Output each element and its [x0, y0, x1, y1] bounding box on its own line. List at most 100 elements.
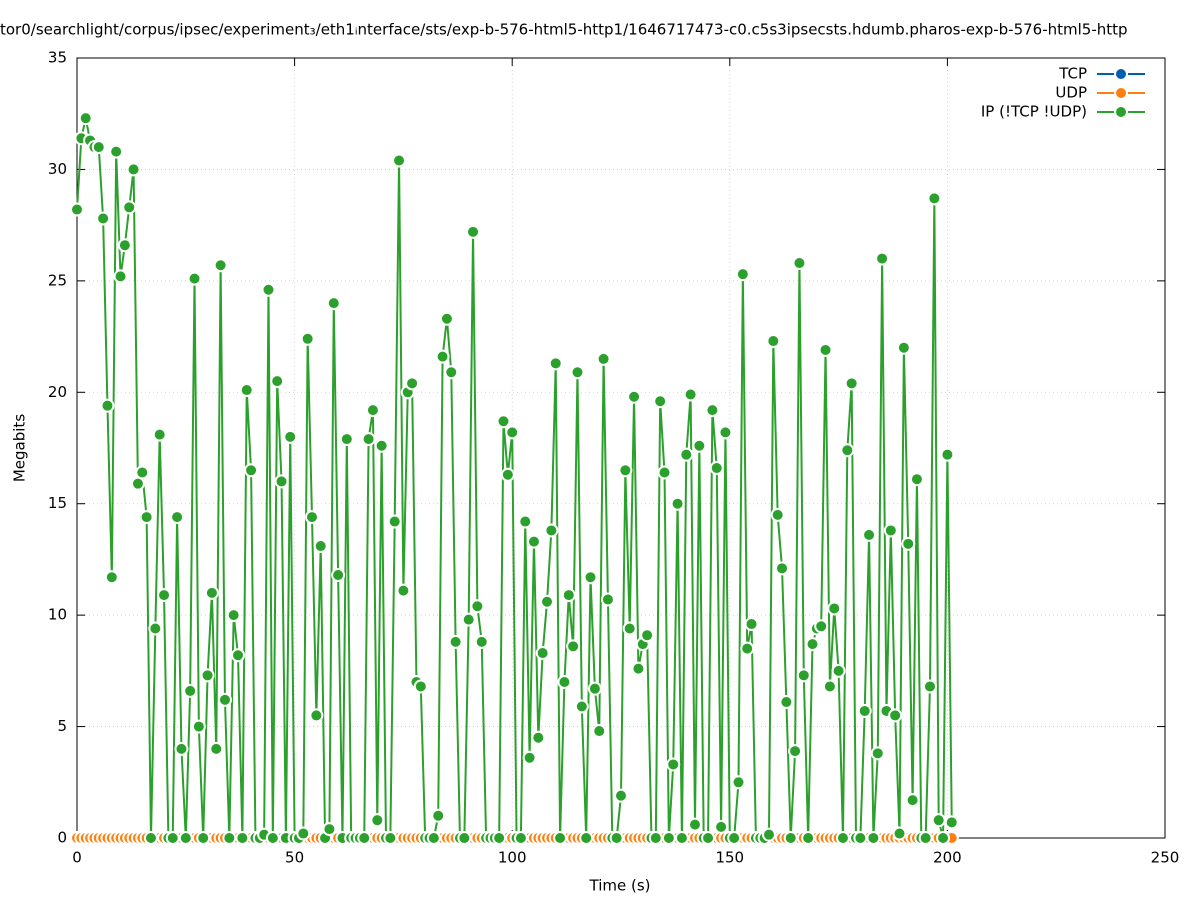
data-point	[792, 256, 807, 271]
legend-label: IP (!TCP !UDP)	[981, 103, 1087, 121]
legend-label: TCP	[1058, 65, 1087, 83]
data-point	[687, 817, 702, 832]
data-point	[135, 465, 150, 480]
data-point	[844, 376, 859, 391]
data-point	[640, 628, 655, 643]
data-point	[100, 398, 115, 413]
data-point	[674, 831, 689, 845]
data-point	[183, 683, 198, 698]
data-point	[931, 813, 946, 828]
data-point	[244, 463, 259, 478]
data-point	[496, 414, 511, 429]
y-tick-label: 0	[57, 829, 67, 847]
data-point	[653, 394, 668, 409]
data-point	[709, 461, 724, 476]
data-point	[922, 679, 937, 694]
data-point	[374, 438, 389, 453]
data-point	[361, 432, 376, 447]
data-point	[548, 356, 563, 371]
data-point	[531, 730, 546, 745]
data-point	[457, 831, 472, 845]
data-point	[500, 467, 515, 482]
data-point	[492, 831, 507, 845]
data-point	[170, 510, 185, 525]
legend-label: UDP	[1055, 84, 1087, 102]
data-point	[122, 200, 137, 215]
data-point	[553, 831, 568, 845]
data-point	[775, 561, 790, 576]
data-point	[513, 831, 528, 845]
y-tick-label: 35	[48, 49, 67, 67]
y-tick-label: 15	[48, 494, 67, 512]
data-point	[657, 465, 672, 480]
data-point	[835, 831, 850, 845]
data-point	[561, 588, 576, 603]
data-point	[518, 514, 533, 529]
data-point	[661, 831, 676, 845]
x-tick-label: 200	[933, 849, 962, 867]
data-point	[814, 619, 829, 634]
data-point	[187, 271, 202, 286]
x-tick-label: 0	[72, 849, 82, 867]
data-point	[526, 534, 541, 549]
data-point	[853, 831, 868, 845]
data-point	[627, 389, 642, 404]
data-point	[705, 403, 720, 418]
data-point	[217, 692, 232, 707]
data-point	[614, 788, 628, 803]
data-point	[435, 349, 450, 364]
data-point	[204, 585, 219, 600]
data-point	[365, 403, 380, 418]
x-axis-label: Time (s)	[589, 877, 651, 895]
data-point	[701, 831, 716, 845]
data-point	[888, 708, 903, 723]
data-point	[631, 661, 646, 676]
data-point	[735, 267, 750, 282]
data-point	[296, 826, 311, 841]
x-tick-label: 100	[498, 849, 527, 867]
data-point	[331, 568, 346, 583]
data-point	[822, 679, 837, 694]
data-point	[305, 510, 320, 525]
data-point	[70, 202, 84, 217]
data-point	[557, 675, 572, 689]
data-point	[392, 153, 407, 168]
data-point	[200, 668, 215, 683]
data-point	[309, 708, 324, 723]
data-point	[326, 296, 341, 311]
data-point	[113, 269, 128, 284]
data-point	[448, 634, 463, 649]
data-point	[383, 831, 398, 845]
legend-marker	[1114, 86, 1128, 100]
data-point	[222, 831, 237, 845]
data-point	[592, 724, 607, 739]
data-point	[679, 447, 694, 462]
data-point	[805, 637, 820, 652]
data-point	[770, 507, 785, 522]
data-point	[818, 342, 833, 357]
data-point	[570, 365, 585, 380]
series-line	[76, 117, 953, 839]
data-point	[413, 679, 428, 694]
data-point	[78, 111, 93, 126]
data-point	[322, 822, 337, 837]
y-tick-label: 20	[48, 383, 67, 401]
data-point	[405, 376, 420, 391]
data-point	[109, 144, 124, 159]
data-point	[191, 719, 206, 734]
data-point	[444, 365, 459, 380]
data-point	[744, 617, 759, 632]
data-point	[896, 340, 911, 355]
data-point	[683, 387, 698, 402]
data-point	[670, 496, 685, 511]
data-point	[426, 831, 441, 845]
data-point	[779, 695, 794, 710]
data-point	[692, 438, 707, 453]
data-point	[209, 741, 224, 756]
data-point	[544, 523, 559, 538]
data-point	[740, 641, 755, 656]
data-point	[583, 570, 598, 585]
y-axis-label: Megabits	[11, 414, 29, 482]
data-point	[761, 827, 776, 842]
